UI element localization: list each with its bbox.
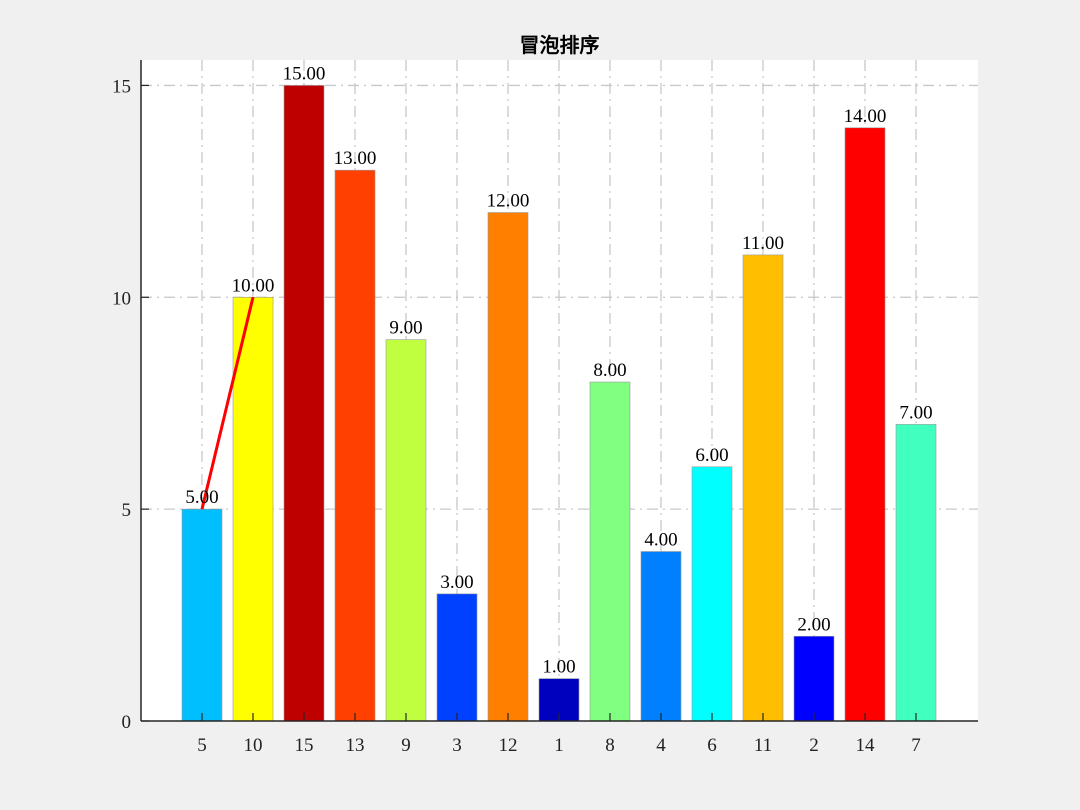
bar bbox=[232, 296, 274, 722]
x-tick-label: 14 bbox=[856, 735, 876, 756]
bar-value-label: 14.00 bbox=[844, 106, 887, 127]
bar-value-label: 1.00 bbox=[542, 657, 575, 678]
value-labels: 5.00 10.00 15.00 13.00 9.00 3.00 12.00 1.00 8.00… bbox=[185, 63, 932, 677]
bar bbox=[181, 508, 223, 722]
x-tick-label: 1 bbox=[554, 735, 564, 756]
bar-value-label: 15.00 bbox=[283, 63, 326, 84]
x-tick-label: 7 bbox=[911, 735, 921, 756]
x-tick-label: 3 bbox=[452, 735, 462, 756]
bar bbox=[691, 466, 733, 722]
x-tick-label: 13 bbox=[346, 735, 365, 756]
bar bbox=[895, 424, 937, 722]
bar-value-label: 2.00 bbox=[797, 614, 830, 635]
bar-value-label: 3.00 bbox=[440, 572, 473, 593]
x-tick-label: 9 bbox=[401, 735, 411, 756]
x-tick-label: 8 bbox=[605, 735, 615, 756]
tick-labels: 5 10 15 13 9 3 12 1 8 4 6 11 2 14 7 0 5 10 15 bbox=[112, 76, 921, 756]
bar-value-label: 6.00 bbox=[695, 445, 728, 466]
bar bbox=[844, 127, 886, 722]
bar-value-label: 11.00 bbox=[742, 233, 784, 254]
bar bbox=[793, 635, 835, 722]
bar-value-label: 10.00 bbox=[232, 275, 275, 296]
bar-value-label: 9.00 bbox=[389, 318, 422, 339]
x-tick-label: 2 bbox=[809, 735, 819, 756]
y-tick-label: 10 bbox=[112, 288, 131, 309]
x-tick-label: 6 bbox=[707, 735, 717, 756]
bar bbox=[742, 254, 784, 722]
bar bbox=[640, 551, 682, 722]
comparison-line-segment bbox=[200, 296, 255, 510]
bar-value-label: 5.00 bbox=[185, 487, 218, 508]
bar-value-label: 4.00 bbox=[644, 530, 677, 551]
bar-value-label: 7.00 bbox=[899, 402, 932, 423]
axes bbox=[140, 60, 978, 722]
bar bbox=[589, 381, 631, 722]
bar bbox=[283, 85, 325, 722]
x-tick-label: 5 bbox=[197, 735, 207, 756]
x-tick-label: 11 bbox=[754, 735, 772, 756]
y-tick-label: 15 bbox=[112, 76, 131, 97]
bar bbox=[385, 339, 427, 722]
x-tick-label: 12 bbox=[499, 735, 518, 756]
y-tick-label: 0 bbox=[122, 712, 132, 733]
bar-value-label: 8.00 bbox=[593, 360, 626, 381]
bar bbox=[334, 169, 376, 722]
bar-value-label: 12.00 bbox=[487, 191, 530, 212]
bars bbox=[181, 85, 937, 722]
x-tick-label: 10 bbox=[244, 735, 263, 756]
bar bbox=[436, 593, 478, 722]
y-tick-label: 5 bbox=[122, 500, 132, 521]
bar-value-label: 13.00 bbox=[334, 148, 377, 169]
x-tick-label: 15 bbox=[295, 735, 314, 756]
comparison-line bbox=[200, 296, 255, 510]
chart-title: 冒泡排序 bbox=[520, 33, 600, 57]
x-tick-label: 4 bbox=[656, 735, 666, 756]
bar bbox=[487, 212, 529, 722]
